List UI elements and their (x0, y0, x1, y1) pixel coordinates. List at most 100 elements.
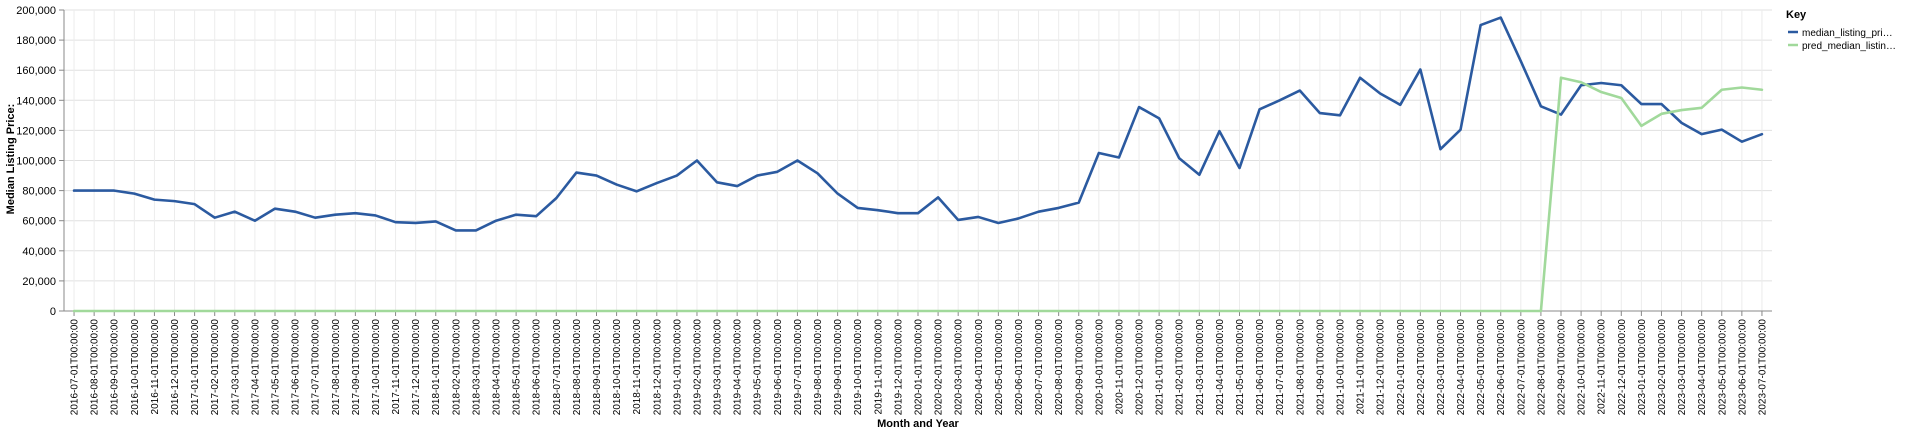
data-point-series-0 (997, 222, 999, 224)
data-point-series-0 (636, 190, 638, 192)
x-tick-label: 2019-03-01T00:00:00 (713, 319, 724, 416)
data-point-series-1 (696, 310, 698, 312)
data-point-series-1 (455, 310, 457, 312)
data-point-series-1 (73, 310, 75, 312)
data-point-series-0 (334, 214, 336, 216)
data-point-series-1 (555, 310, 557, 312)
y-tick-label: 200,000 (16, 5, 56, 17)
x-tick-label: 2018-04-01T00:00:00 (492, 319, 503, 416)
x-tick-label: 2021-02-01T00:00:00 (1175, 319, 1186, 416)
data-point-series-0 (1058, 207, 1060, 209)
x-tick-label: 2022-08-01T00:00:00 (1536, 319, 1547, 416)
x-axis-title: Month and Year (877, 418, 959, 430)
data-point-series-0 (917, 212, 919, 214)
data-point-series-0 (595, 174, 598, 177)
x-tick-label: 2020-09-01T00:00:00 (1074, 319, 1085, 416)
data-point-series-1 (957, 310, 959, 312)
data-point-series-1 (374, 310, 377, 312)
x-tick-label: 2020-06-01T00:00:00 (1014, 319, 1025, 416)
y-tick-label: 100,000 (16, 156, 56, 168)
data-point-series-0 (1480, 24, 1482, 26)
data-point-series-0 (555, 197, 557, 199)
x-tick-label: 2017-08-01T00:00:00 (331, 319, 342, 416)
data-point-series-0 (294, 211, 296, 213)
data-point-series-0 (415, 222, 417, 224)
data-point-series-0 (1098, 152, 1100, 154)
data-point-series-1 (997, 310, 999, 312)
data-point-series-1 (595, 310, 598, 312)
x-tick-label: 2022-09-01T00:00:00 (1557, 319, 1568, 416)
x-tick-label: 2020-11-01T00:00:00 (1114, 319, 1125, 415)
data-point-series-1 (716, 310, 718, 312)
data-point-series-1 (897, 310, 899, 312)
legend: Key median_listing_pri… pred_median_list… (1786, 9, 1896, 52)
data-point-series-1 (515, 310, 517, 312)
data-point-series-1 (1580, 81, 1582, 83)
data-point-series-0 (394, 221, 397, 223)
data-point-series-0 (1037, 211, 1040, 213)
y-tick-label: 40,000 (22, 246, 56, 258)
data-point-series-0 (837, 193, 839, 195)
data-point-series-0 (1078, 202, 1080, 204)
data-point-series-0 (1359, 77, 1361, 79)
data-point-series-1 (1058, 310, 1060, 312)
y-axis-title: Median Listing Price: (5, 104, 17, 215)
data-point-series-0 (1660, 103, 1663, 105)
x-tick-label: 2017-11-01T00:00:00 (391, 319, 402, 415)
x-tick-label: 2017-01-01T00:00:00 (190, 319, 201, 416)
data-point-series-0 (1439, 148, 1442, 150)
data-point-series-1 (1721, 89, 1723, 91)
data-point-series-0 (1500, 16, 1502, 19)
x-tick-label: 2017-05-01T00:00:00 (270, 319, 281, 416)
data-point-series-1 (314, 310, 316, 312)
data-point-series-1 (1480, 310, 1482, 312)
x-tick-label: 2022-03-01T00:00:00 (1436, 319, 1447, 416)
data-point-series-0 (957, 219, 959, 221)
x-tick-label: 2020-04-01T00:00:00 (974, 319, 985, 416)
data-point-series-1 (1399, 310, 1401, 312)
x-tick-label: 2021-03-01T00:00:00 (1195, 319, 1206, 416)
x-tick-label: 2018-11-01T00:00:00 (632, 319, 643, 415)
data-point-series-0 (1198, 174, 1200, 176)
x-tick-label: 2023-01-01T00:00:00 (1637, 319, 1648, 416)
data-point-series-1 (575, 310, 578, 312)
x-tick-label: 2021-05-01T00:00:00 (1235, 319, 1246, 416)
data-point-series-1 (1640, 125, 1642, 127)
data-point-series-1 (756, 310, 758, 312)
data-point-series-0 (455, 229, 457, 232)
data-point-series-1 (1279, 310, 1281, 312)
data-point-series-0 (1741, 141, 1743, 143)
x-tick-label: 2018-01-01T00:00:00 (431, 319, 442, 416)
x-tick-label: 2023-03-01T00:00:00 (1677, 319, 1688, 416)
data-point-series-0 (435, 220, 437, 223)
data-point-series-1 (1459, 310, 1462, 312)
data-point-series-0 (173, 200, 176, 202)
x-tick-label: 2019-05-01T00:00:00 (753, 319, 764, 416)
data-point-series-1 (1500, 310, 1502, 312)
data-point-series-0 (73, 190, 75, 192)
x-tick-label: 2022-12-01T00:00:00 (1617, 319, 1628, 416)
data-point-series-1 (937, 310, 939, 312)
data-point-series-1 (1339, 310, 1341, 312)
x-tick-label: 2022-07-01T00:00:00 (1516, 319, 1527, 416)
x-tick-label: 2022-01-01T00:00:00 (1396, 319, 1407, 416)
x-tick-label: 2017-03-01T00:00:00 (230, 319, 241, 416)
data-point-series-0 (1560, 113, 1562, 116)
data-point-series-0 (696, 159, 698, 162)
x-tick-label: 2019-09-01T00:00:00 (833, 319, 844, 416)
x-tick-label: 2020-02-01T00:00:00 (934, 319, 945, 416)
x-tick-label: 2022-02-01T00:00:00 (1416, 319, 1427, 416)
x-tick-label: 2020-01-01T00:00:00 (914, 319, 925, 416)
data-point-series-0 (796, 159, 799, 162)
legend-title: Key (1786, 9, 1807, 21)
x-tick-label: 2020-07-01T00:00:00 (1034, 319, 1045, 416)
data-point-series-0 (1238, 167, 1241, 169)
x-tick-label: 2019-07-01T00:00:00 (793, 319, 804, 416)
x-tick-label: 2017-12-01T00:00:00 (411, 319, 422, 416)
data-point-series-0 (374, 214, 377, 217)
data-point-series-1 (1218, 310, 1221, 312)
data-point-series-1 (1701, 107, 1703, 109)
data-point-series-1 (1017, 310, 1020, 312)
y-tick-label: 60,000 (22, 216, 56, 228)
data-point-series-0 (1540, 105, 1542, 107)
